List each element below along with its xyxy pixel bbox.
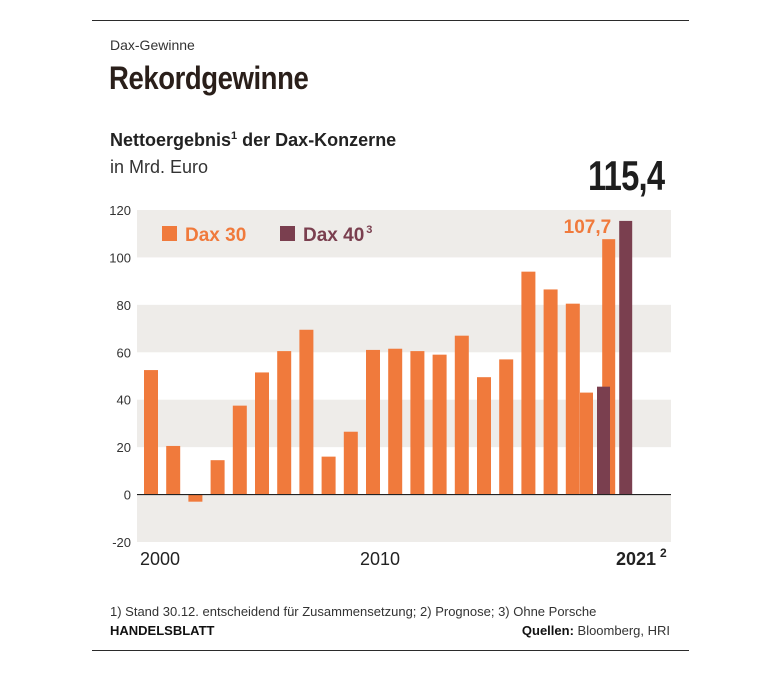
- data-label: 107,7: [564, 217, 612, 238]
- subtitle-text: Nettoergebnis: [110, 130, 232, 150]
- x-tick-footnote-mark: 2: [660, 546, 667, 560]
- x-tick-label: 2010: [360, 549, 400, 569]
- headline: Rekordgewinne: [109, 60, 309, 96]
- bar-dax40: [619, 220, 633, 495]
- top-rule: [92, 20, 689, 21]
- bar-dax30: [454, 335, 469, 495]
- bar-dax40: [597, 386, 610, 495]
- legend-label: Dax 40: [303, 225, 364, 246]
- chart-subtitle: Nettoergebnis1 der Dax-Konzerne: [110, 130, 396, 151]
- bar-dax30: [255, 372, 269, 495]
- bar-dax30: [543, 289, 558, 495]
- bottom-rule: [92, 650, 689, 651]
- y-tick-label: 80: [117, 298, 131, 313]
- bar-dax30: [410, 351, 425, 495]
- bar-dax30: [277, 351, 292, 495]
- y-tick-label: 0: [124, 488, 131, 503]
- bar-dax30: [477, 377, 491, 495]
- y-tick-label: 20: [117, 440, 131, 455]
- x-tick-label: 2021: [616, 549, 656, 569]
- grid-band: [137, 304, 671, 353]
- subtitle-rest: der Dax-Konzerne: [237, 130, 397, 150]
- unit-label: in Mrd. Euro: [110, 157, 209, 177]
- sources-text: Bloomberg, HRI: [573, 623, 670, 638]
- sources-label: Quellen:: [521, 623, 574, 638]
- brand-label: HANDELSBLATT: [110, 623, 215, 638]
- bar-dax30: [565, 303, 580, 495]
- legend-label: Dax 30: [185, 225, 246, 246]
- y-tick-label: 60: [117, 345, 131, 360]
- highlight-value: 115,4: [588, 152, 665, 199]
- bar-dax30: [299, 329, 314, 495]
- bar-dax30: [321, 456, 336, 495]
- legend-swatch: [162, 226, 177, 241]
- bar-dax30: [232, 405, 247, 495]
- grid-band: [137, 494, 671, 542]
- bar-dax30: [580, 392, 593, 495]
- y-tick-label: 100: [109, 250, 131, 265]
- bar-dax30: [210, 460, 225, 495]
- grid-band: [137, 210, 671, 258]
- bar-dax30: [432, 354, 447, 495]
- bar-dax30: [499, 359, 514, 495]
- bar-dax30: [188, 494, 203, 502]
- footnote: 1) Stand 30.12. entscheidend für Zusamme…: [110, 604, 597, 619]
- kicker: Dax-Gewinne: [110, 37, 195, 53]
- bar-dax30: [521, 271, 536, 495]
- y-tick-label: -20: [112, 535, 131, 550]
- bar-dax30: [166, 445, 181, 495]
- bar-dax30: [366, 349, 380, 495]
- legend-swatch: [280, 226, 295, 241]
- y-tick-label: 120: [109, 203, 131, 218]
- sources: Quellen: Bloomberg, HRI: [522, 623, 670, 638]
- y-tick-label: 40: [117, 393, 131, 408]
- x-tick-label: 2000: [140, 549, 180, 569]
- bar-dax30: [388, 348, 403, 495]
- legend-footnote-mark: 3: [366, 224, 372, 236]
- bar-dax30: [144, 370, 158, 495]
- subtitle-footnote-mark: 1: [231, 130, 238, 142]
- bar-dax30: [343, 431, 358, 495]
